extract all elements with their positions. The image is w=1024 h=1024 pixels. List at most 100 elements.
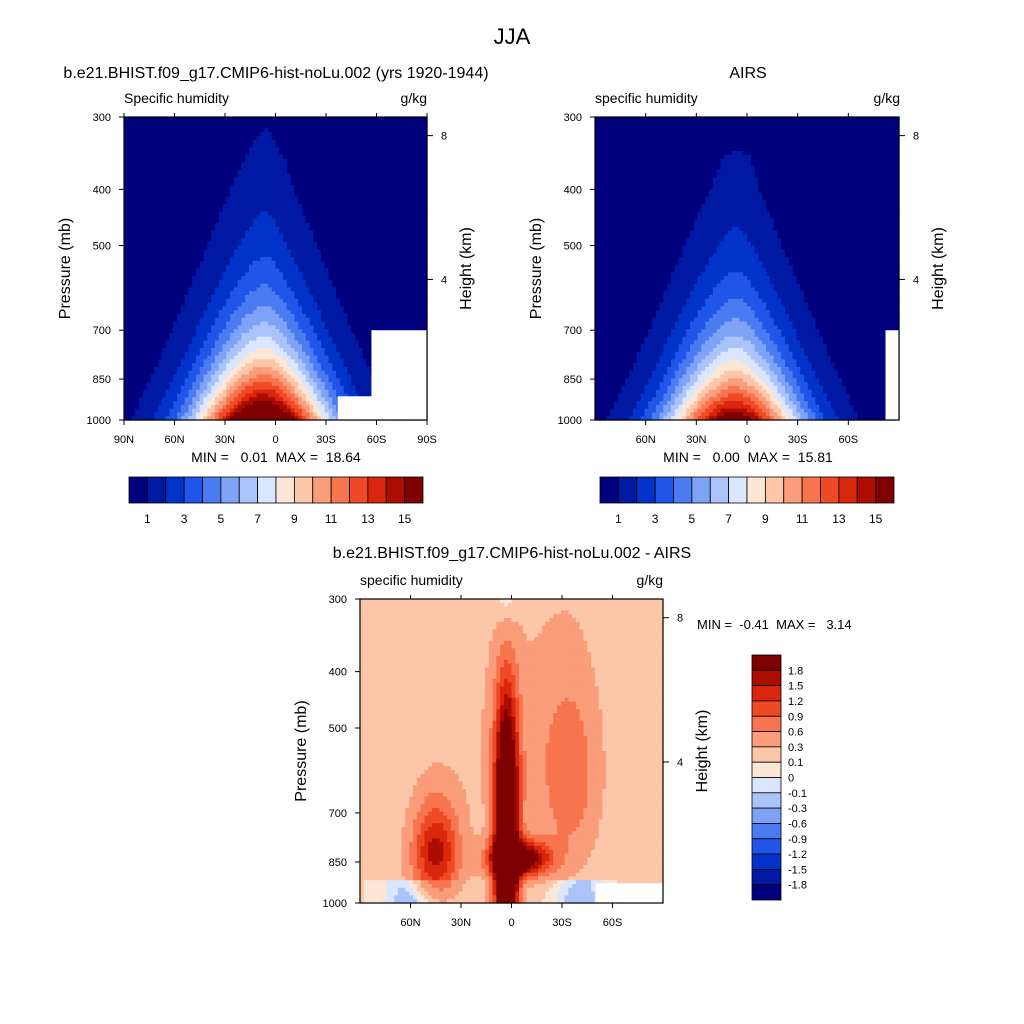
field-cell: [336, 181, 341, 186]
field-cell: [173, 219, 178, 224]
field-cell: [381, 223, 386, 228]
field-cell: [411, 211, 417, 217]
field-cell: [366, 295, 371, 300]
field-cell: [173, 321, 178, 326]
field-cell: [313, 124, 318, 129]
field-cell: [320, 340, 326, 345]
field-cell: [180, 257, 186, 262]
field-cell: [305, 143, 311, 148]
field-cell: [226, 170, 231, 175]
field-cell: [404, 215, 409, 220]
field-cell: [396, 215, 402, 220]
field-cell: [264, 245, 269, 251]
field-cell: [302, 272, 307, 277]
field-cell: [211, 143, 216, 148]
field-cell: [161, 241, 167, 247]
field-cell: [347, 211, 352, 217]
field-cell: [256, 238, 261, 243]
field-cell: [419, 223, 424, 228]
field-cell: [199, 257, 205, 262]
field-cell: [415, 200, 421, 205]
field-cell: [298, 147, 303, 152]
field-cell: [218, 257, 224, 262]
field-cell: [305, 325, 311, 330]
field-cell: [366, 260, 371, 266]
field-cell: [362, 253, 367, 258]
field-cell: [150, 260, 155, 266]
field-cell: [188, 313, 193, 319]
field-cell: [298, 272, 303, 277]
field-cell: [279, 325, 284, 330]
field-cell: [324, 241, 330, 247]
field-cell: [355, 344, 360, 349]
field-cell: [207, 219, 212, 224]
field-cell: [411, 291, 417, 296]
field-cell: [150, 154, 155, 160]
field-cell: [211, 329, 216, 334]
field-cell: [309, 245, 314, 251]
field-cell: [124, 188, 129, 194]
field-cell: [332, 192, 337, 198]
field-cell: [158, 170, 163, 175]
field-cell: [139, 139, 144, 145]
field-cell: [142, 170, 148, 175]
field-cell: [343, 264, 349, 270]
field-cell: [173, 298, 178, 304]
field-cell: [347, 317, 352, 323]
field-cell: [392, 143, 398, 148]
field-cell: [298, 310, 303, 315]
field-cell: [392, 241, 398, 247]
field-cell: [218, 219, 224, 224]
field-cell: [241, 135, 246, 141]
field-cell: [389, 321, 394, 326]
field-cell: [339, 219, 345, 224]
field-cell: [283, 207, 288, 213]
field-cell: [150, 120, 155, 126]
field-cell: [222, 249, 227, 254]
field-cell: [328, 135, 333, 141]
field-cell: [211, 272, 216, 277]
field-cell: [146, 298, 152, 304]
field-cell: [203, 268, 208, 273]
field-cell: [169, 173, 174, 179]
field-cell: [404, 132, 409, 137]
field-cell: [124, 170, 129, 175]
field-cell: [264, 348, 269, 353]
field-cell: [169, 276, 174, 281]
field-cell: [381, 276, 386, 281]
field-cell: [283, 158, 288, 164]
field-cell: [286, 238, 292, 243]
field-cell: [328, 162, 333, 167]
field-cell: [222, 283, 227, 289]
field-cell: [381, 245, 386, 251]
field-cell: [362, 162, 367, 167]
field-cell: [328, 348, 333, 353]
field-cell: [373, 310, 379, 315]
field-cell: [389, 192, 394, 198]
field-cell: [245, 249, 250, 254]
field-cell: [127, 120, 133, 126]
field-cell: [389, 291, 394, 296]
field-cell: [177, 215, 182, 220]
field-cell: [154, 302, 159, 307]
field-cell: [400, 223, 405, 228]
field-cell: [355, 230, 360, 236]
field-cell: [332, 321, 337, 326]
field-cell: [385, 276, 390, 281]
field-cell: [124, 276, 129, 281]
field-cell: [207, 279, 212, 285]
field-cell: [392, 124, 398, 129]
field-cell: [362, 219, 367, 224]
field-cell: [256, 283, 261, 289]
field-cell: [423, 196, 428, 201]
field-cell: [154, 200, 159, 205]
field-cell: [396, 230, 402, 236]
field-cell: [313, 177, 318, 182]
field-cell: [358, 348, 364, 353]
field-cell: [358, 117, 364, 122]
field-cell: [339, 321, 345, 326]
field-cell: [381, 260, 386, 266]
field-cell: [400, 268, 405, 273]
field-cell: [256, 215, 261, 220]
field-cell: [396, 272, 402, 277]
